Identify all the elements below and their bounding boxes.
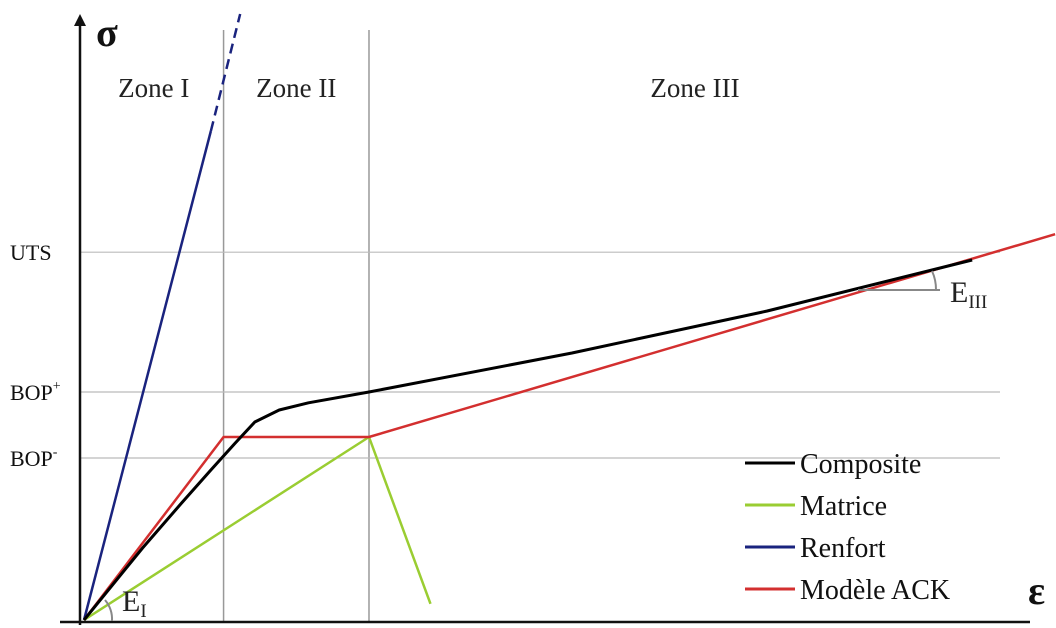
zone-label-1: Zone I: [118, 73, 189, 103]
series-renfort-dashed-line: [209, 13, 242, 132]
series-composite-line: [82, 258, 973, 621]
legend: Composite Matrice Renfort Modèle ACK: [745, 449, 950, 606]
zone-labels: Zone I Zone II Zone III: [118, 73, 739, 103]
x-axis-label: ε: [1028, 568, 1045, 613]
y-level-label-2: BOP+: [10, 379, 61, 405]
series-renfort-line: [82, 130, 213, 621]
legend-label-composite: Composite: [800, 449, 921, 480]
y-level-label-1: UTS: [10, 240, 52, 265]
ei-annotation: EI: [122, 585, 147, 622]
zone-label-2: Zone II: [256, 73, 336, 103]
zone-label-3: Zone III: [650, 73, 739, 103]
legend-label-matrice: Matrice: [800, 491, 887, 522]
y-level-labels: UTS BOP+ BOP-: [10, 240, 61, 471]
y-level-label-3: BOP-: [10, 445, 58, 471]
eiii-annotation-sub: III: [968, 292, 987, 313]
ei-angle-arc: [104, 599, 114, 622]
slope-annotations: EI EIII: [104, 270, 987, 622]
series-mod-le-ack-line: [83, 233, 1056, 621]
eiii-annotation: EIII: [950, 276, 987, 313]
legend-label-mod-le-ack: Modèle ACK: [800, 575, 950, 606]
legend-label-renfort: Renfort: [800, 533, 886, 564]
reference-lines: [80, 30, 1000, 622]
ei-annotation-letter: E: [122, 585, 140, 618]
series-layer: [82, 13, 1056, 622]
y-axis-label: σ: [96, 10, 118, 55]
ei-annotation-sub: I: [140, 601, 146, 622]
eiii-angle-arc: [931, 270, 938, 291]
eiii-annotation-letter: E: [950, 276, 968, 309]
